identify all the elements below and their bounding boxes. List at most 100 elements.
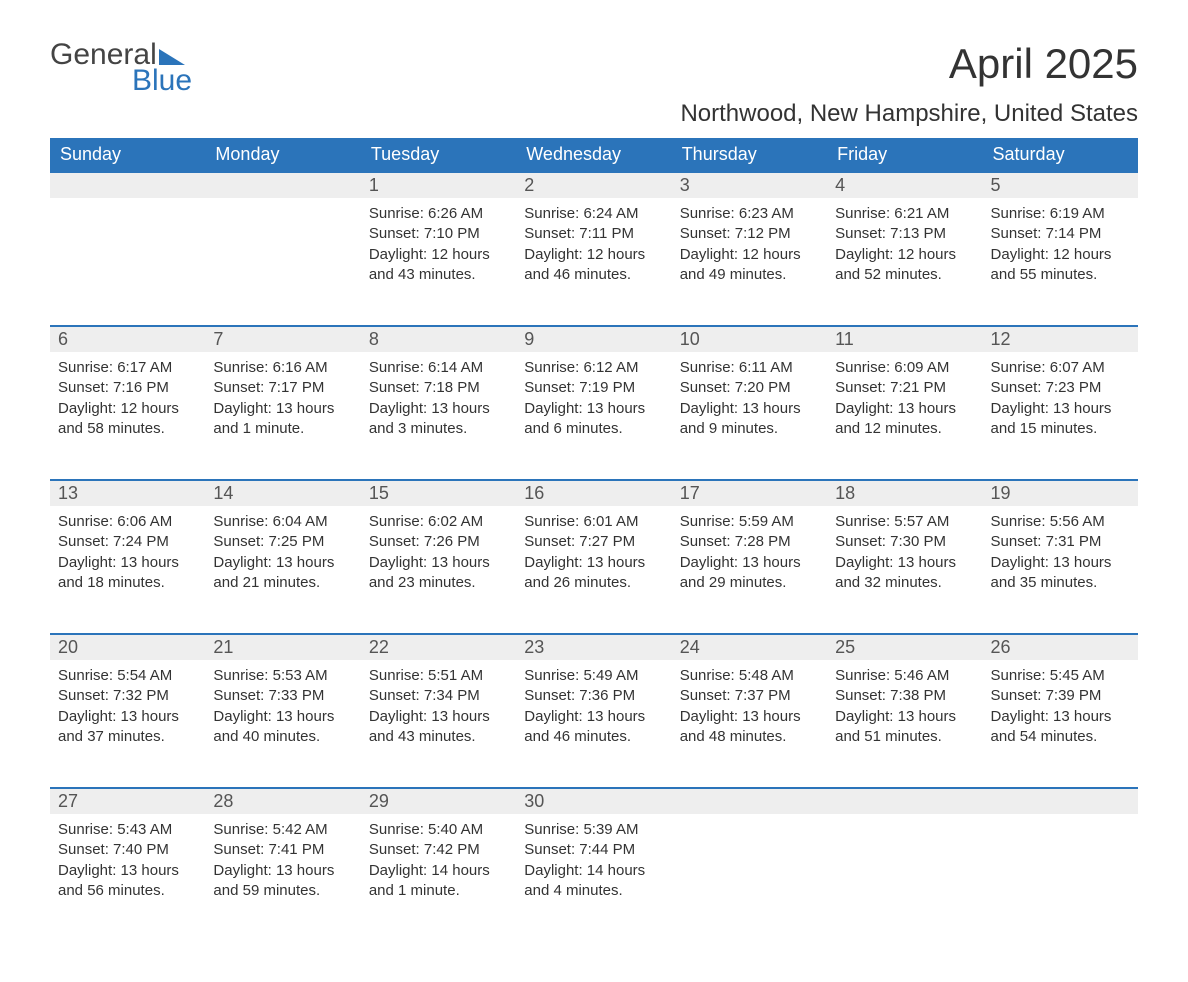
triangle-icon bbox=[159, 49, 185, 65]
sunset-line: Sunset: 7:18 PM bbox=[369, 378, 508, 398]
day-info-cell: Sunrise: 5:39 AMSunset: 7:44 PMDaylight:… bbox=[516, 814, 671, 942]
daylight-line: Daylight: 13 hours and 56 minutes. bbox=[58, 861, 197, 902]
weekday-header: Sunday bbox=[50, 138, 205, 172]
sunset-line: Sunset: 7:32 PM bbox=[58, 686, 197, 706]
weekday-header: Tuesday bbox=[361, 138, 516, 172]
sunset-line: Sunset: 7:40 PM bbox=[58, 840, 197, 860]
daylight-line: Daylight: 13 hours and 40 minutes. bbox=[213, 707, 352, 748]
day-info-cell: Sunrise: 6:06 AMSunset: 7:24 PMDaylight:… bbox=[50, 506, 205, 634]
day-number-cell: 1 bbox=[361, 172, 516, 198]
day-number-cell: 9 bbox=[516, 326, 671, 352]
day-info-cell bbox=[205, 198, 360, 326]
daylight-line: Daylight: 12 hours and 49 minutes. bbox=[680, 245, 819, 286]
sunset-line: Sunset: 7:19 PM bbox=[524, 378, 663, 398]
sunset-line: Sunset: 7:12 PM bbox=[680, 224, 819, 244]
day-number-cell: 30 bbox=[516, 788, 671, 814]
sunset-line: Sunset: 7:41 PM bbox=[213, 840, 352, 860]
header-row: General Blue April 2025 Northwood, New H… bbox=[50, 40, 1138, 128]
day-info-cell: Sunrise: 5:56 AMSunset: 7:31 PMDaylight:… bbox=[983, 506, 1138, 634]
day-number-cell: 27 bbox=[50, 788, 205, 814]
day-number-cell: 8 bbox=[361, 326, 516, 352]
daylight-line: Daylight: 13 hours and 23 minutes. bbox=[369, 553, 508, 594]
sunset-line: Sunset: 7:36 PM bbox=[524, 686, 663, 706]
daynum-row: 20212223242526 bbox=[50, 634, 1138, 660]
day-info-cell: Sunrise: 5:46 AMSunset: 7:38 PMDaylight:… bbox=[827, 660, 982, 788]
day-number-cell bbox=[205, 172, 360, 198]
sunrise-line: Sunrise: 5:43 AM bbox=[58, 820, 197, 840]
sunset-line: Sunset: 7:20 PM bbox=[680, 378, 819, 398]
daylight-line: Daylight: 13 hours and 35 minutes. bbox=[991, 553, 1130, 594]
daylight-line: Daylight: 13 hours and 43 minutes. bbox=[369, 707, 508, 748]
daylight-line: Daylight: 13 hours and 37 minutes. bbox=[58, 707, 197, 748]
sunrise-line: Sunrise: 5:45 AM bbox=[991, 666, 1130, 686]
day-info-cell: Sunrise: 6:07 AMSunset: 7:23 PMDaylight:… bbox=[983, 352, 1138, 480]
day-number-cell: 23 bbox=[516, 634, 671, 660]
sunset-line: Sunset: 7:17 PM bbox=[213, 378, 352, 398]
weekday-header: Friday bbox=[827, 138, 982, 172]
sunrise-line: Sunrise: 6:17 AM bbox=[58, 358, 197, 378]
day-number-cell: 16 bbox=[516, 480, 671, 506]
sunrise-line: Sunrise: 6:16 AM bbox=[213, 358, 352, 378]
sunrise-line: Sunrise: 5:42 AM bbox=[213, 820, 352, 840]
sunrise-line: Sunrise: 6:04 AM bbox=[213, 512, 352, 532]
day-number-cell: 6 bbox=[50, 326, 205, 352]
daylight-line: Daylight: 14 hours and 4 minutes. bbox=[524, 861, 663, 902]
sunset-line: Sunset: 7:24 PM bbox=[58, 532, 197, 552]
day-number-cell bbox=[672, 788, 827, 814]
sunrise-line: Sunrise: 6:09 AM bbox=[835, 358, 974, 378]
day-info-cell bbox=[50, 198, 205, 326]
sunset-line: Sunset: 7:33 PM bbox=[213, 686, 352, 706]
daylight-line: Daylight: 12 hours and 55 minutes. bbox=[991, 245, 1130, 286]
info-row: Sunrise: 6:17 AMSunset: 7:16 PMDaylight:… bbox=[50, 352, 1138, 480]
day-info-cell: Sunrise: 6:09 AMSunset: 7:21 PMDaylight:… bbox=[827, 352, 982, 480]
weekday-header: Wednesday bbox=[516, 138, 671, 172]
sunrise-line: Sunrise: 6:23 AM bbox=[680, 204, 819, 224]
location-subtitle: Northwood, New Hampshire, United States bbox=[680, 100, 1138, 128]
day-info-cell: Sunrise: 6:23 AMSunset: 7:12 PMDaylight:… bbox=[672, 198, 827, 326]
daynum-row: 6789101112 bbox=[50, 326, 1138, 352]
day-info-cell: Sunrise: 5:59 AMSunset: 7:28 PMDaylight:… bbox=[672, 506, 827, 634]
daylight-line: Daylight: 13 hours and 54 minutes. bbox=[991, 707, 1130, 748]
sunrise-line: Sunrise: 5:39 AM bbox=[524, 820, 663, 840]
day-info-cell: Sunrise: 6:17 AMSunset: 7:16 PMDaylight:… bbox=[50, 352, 205, 480]
daylight-line: Daylight: 13 hours and 29 minutes. bbox=[680, 553, 819, 594]
info-row: Sunrise: 6:06 AMSunset: 7:24 PMDaylight:… bbox=[50, 506, 1138, 634]
month-title: April 2025 bbox=[680, 40, 1138, 88]
day-number-cell: 29 bbox=[361, 788, 516, 814]
day-info-cell: Sunrise: 5:43 AMSunset: 7:40 PMDaylight:… bbox=[50, 814, 205, 942]
daylight-line: Daylight: 13 hours and 21 minutes. bbox=[213, 553, 352, 594]
sunrise-line: Sunrise: 6:24 AM bbox=[524, 204, 663, 224]
daylight-line: Daylight: 12 hours and 46 minutes. bbox=[524, 245, 663, 286]
day-number-cell: 25 bbox=[827, 634, 982, 660]
day-number-cell: 15 bbox=[361, 480, 516, 506]
sunset-line: Sunset: 7:27 PM bbox=[524, 532, 663, 552]
sunset-line: Sunset: 7:39 PM bbox=[991, 686, 1130, 706]
calendar-table: SundayMondayTuesdayWednesdayThursdayFrid… bbox=[50, 138, 1138, 942]
sunset-line: Sunset: 7:11 PM bbox=[524, 224, 663, 244]
day-info-cell: Sunrise: 6:24 AMSunset: 7:11 PMDaylight:… bbox=[516, 198, 671, 326]
sunset-line: Sunset: 7:23 PM bbox=[991, 378, 1130, 398]
daylight-line: Daylight: 12 hours and 52 minutes. bbox=[835, 245, 974, 286]
day-number-cell: 17 bbox=[672, 480, 827, 506]
logo: General Blue bbox=[50, 40, 192, 96]
sunset-line: Sunset: 7:14 PM bbox=[991, 224, 1130, 244]
sunset-line: Sunset: 7:25 PM bbox=[213, 532, 352, 552]
sunset-line: Sunset: 7:37 PM bbox=[680, 686, 819, 706]
day-info-cell: Sunrise: 5:49 AMSunset: 7:36 PMDaylight:… bbox=[516, 660, 671, 788]
daylight-line: Daylight: 14 hours and 1 minute. bbox=[369, 861, 508, 902]
day-number-cell bbox=[983, 788, 1138, 814]
title-block: April 2025 Northwood, New Hampshire, Uni… bbox=[680, 40, 1138, 128]
daylight-line: Daylight: 13 hours and 59 minutes. bbox=[213, 861, 352, 902]
daylight-line: Daylight: 13 hours and 32 minutes. bbox=[835, 553, 974, 594]
sunset-line: Sunset: 7:44 PM bbox=[524, 840, 663, 860]
sunrise-line: Sunrise: 6:07 AM bbox=[991, 358, 1130, 378]
sunset-line: Sunset: 7:38 PM bbox=[835, 686, 974, 706]
calendar-header: SundayMondayTuesdayWednesdayThursdayFrid… bbox=[50, 138, 1138, 172]
sunrise-line: Sunrise: 6:19 AM bbox=[991, 204, 1130, 224]
day-info-cell: Sunrise: 5:57 AMSunset: 7:30 PMDaylight:… bbox=[827, 506, 982, 634]
day-info-cell: Sunrise: 6:12 AMSunset: 7:19 PMDaylight:… bbox=[516, 352, 671, 480]
day-info-cell: Sunrise: 6:26 AMSunset: 7:10 PMDaylight:… bbox=[361, 198, 516, 326]
day-number-cell: 3 bbox=[672, 172, 827, 198]
day-info-cell: Sunrise: 5:54 AMSunset: 7:32 PMDaylight:… bbox=[50, 660, 205, 788]
sunset-line: Sunset: 7:42 PM bbox=[369, 840, 508, 860]
